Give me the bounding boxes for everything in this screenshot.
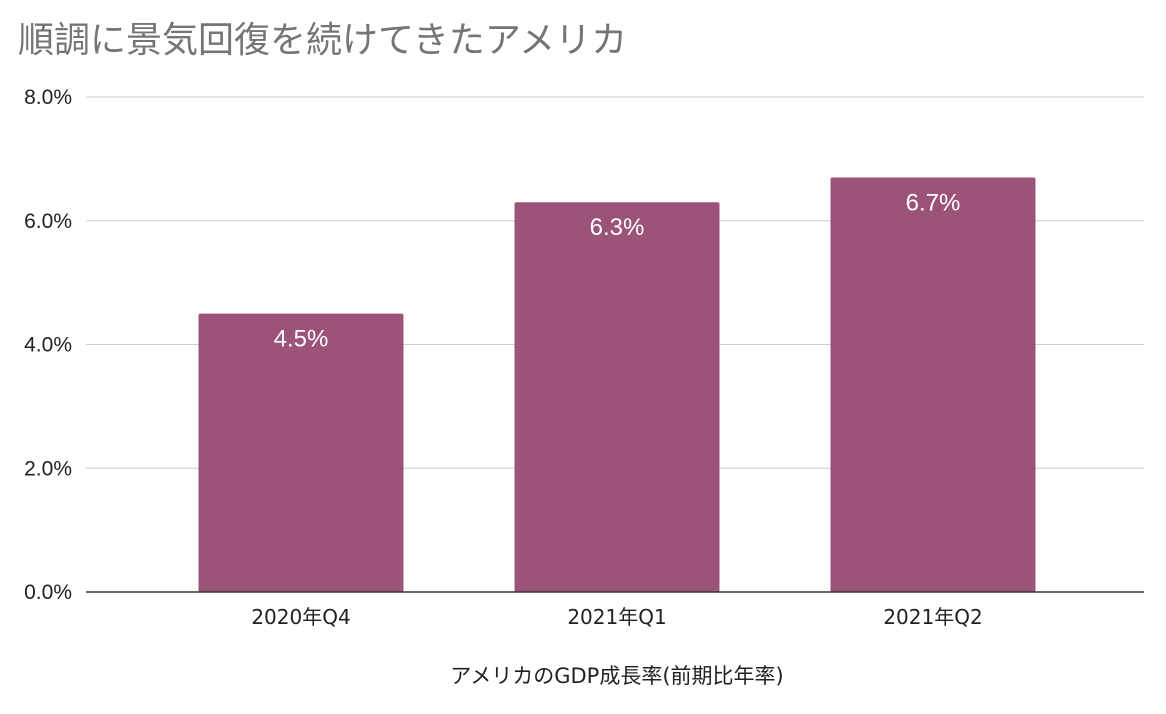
y-axis-tick-labels: 0.0% 2.0% 4.0% 6.0% 8.0% [24,86,72,604]
data-label-1: 6.3% [590,214,645,241]
y-tick-label: 8.0% [24,86,72,109]
bar-0 [198,313,404,592]
bar-1 [514,202,720,592]
data-label-2: 6.7% [906,189,961,216]
data-labels: 4.5% 6.3% 6.7% [274,189,961,352]
y-tick-label: 4.0% [24,334,72,357]
x-axis-title: アメリカのGDP成長率(前期比年率) [450,664,783,688]
x-axis-category-labels: 2020年Q4 2021年Q1 2021年Q2 [251,605,982,629]
y-tick-label: 6.0% [24,210,72,233]
bars [198,177,1036,592]
x-category-label-0: 2020年Q4 [251,605,350,629]
y-tick-label: 2.0% [24,457,72,480]
chart-title: 順調に景気回復を続けてきたアメリカ [18,20,627,61]
y-tick-label: 0.0% [24,581,72,604]
x-category-label-2: 2021年Q2 [883,605,982,629]
data-label-0: 4.5% [274,326,329,353]
x-category-label-1: 2021年Q1 [567,605,666,629]
bar-2 [830,177,1036,592]
